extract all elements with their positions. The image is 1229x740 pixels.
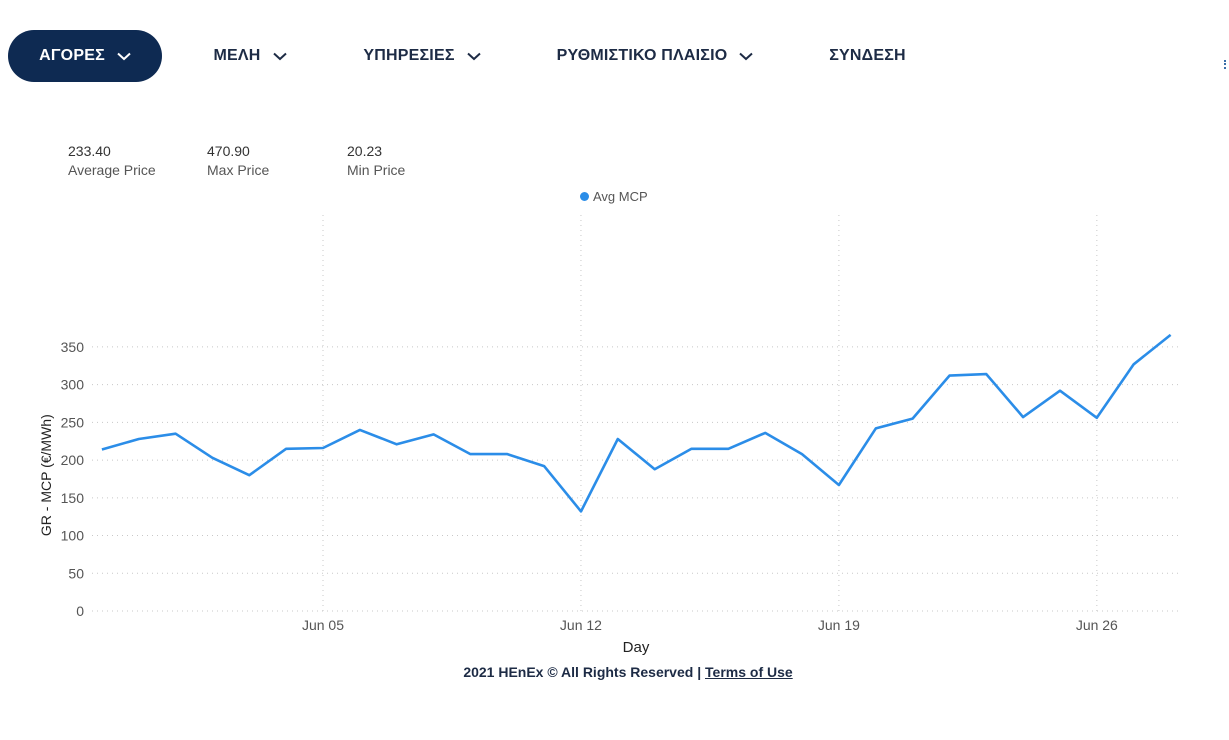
data-point (800, 452, 804, 456)
x-tick-label: Jun 12 (560, 617, 602, 633)
x-tick-label: Jun 19 (818, 617, 860, 633)
nav-item-label: ΡΥΘΜΙΣΤΙΚΟ ΠΛΑΙΣΙΟ (556, 47, 728, 64)
kpi-max-price: 470.90 Max Price (207, 142, 269, 180)
x-axis-title: Day (623, 639, 650, 656)
data-point (542, 464, 546, 468)
data-point (947, 374, 951, 378)
kpi-label: Max Price (207, 162, 270, 178)
legend-marker (580, 192, 589, 201)
data-point (837, 483, 841, 487)
data-point (1132, 362, 1136, 366)
data-point (247, 473, 251, 477)
kpi-value: 470.90 (207, 143, 250, 159)
y-tick-label: 300 (61, 377, 85, 393)
top-navigation: ΑΓΟΡΕΣ ΜΕΛΗ ΥΠΗΡΕΣΙΕΣ ΡΥΘΜΙΣΤΙΚΟ ΠΛΑΙΣΙΟ… (0, 0, 1229, 112)
kpi-min-price: 20.23 Min Price (347, 142, 405, 180)
data-point (432, 432, 436, 436)
kpi-value: 20.23 (347, 143, 383, 159)
page-footer: 2021 HEnEx © All Rights Reserved | Terms… (0, 664, 1229, 680)
data-point (1058, 389, 1062, 393)
data-point (1021, 415, 1025, 419)
kpi-average-price: 233.40 Average Price (68, 142, 156, 180)
x-tick-label: Jun 26 (1076, 617, 1118, 633)
data-point (874, 426, 878, 430)
y-tick-label: 250 (61, 414, 85, 430)
kpi-label: Average Price (68, 162, 156, 178)
nav-item-label: ΣΥΝΔΕΣΗ (829, 47, 906, 64)
chevron-down-icon (739, 52, 754, 61)
data-point (1095, 416, 1099, 420)
y-tick-label: 350 (61, 339, 85, 355)
data-point (284, 447, 288, 451)
y-tick-label: 50 (68, 565, 84, 581)
chevron-down-icon (117, 52, 131, 61)
data-point (1169, 333, 1173, 337)
data-point (358, 428, 362, 432)
data-point (505, 452, 509, 456)
data-point (174, 432, 178, 436)
y-tick-label: 100 (61, 528, 85, 544)
data-point (321, 446, 325, 450)
data-point (763, 431, 767, 435)
chart-legend[interactable]: Avg MCP (580, 189, 648, 204)
terms-of-use-link[interactable]: Terms of Use (705, 664, 793, 680)
data-point (911, 417, 915, 421)
nav-item-label: ΜΕΛΗ (213, 47, 261, 64)
data-point (579, 509, 583, 513)
data-point (210, 456, 214, 460)
kpi-label: Min Price (347, 162, 406, 178)
series-line-avg-mcp (101, 333, 1172, 513)
nav-item-meli[interactable]: ΜΕΛΗ (200, 30, 300, 82)
data-point (468, 452, 472, 456)
chevron-down-icon (466, 52, 481, 61)
y-tick-label: 200 (61, 452, 85, 468)
data-point (726, 447, 730, 451)
nav-item-label: ΥΠΗΡΕΣΙΕΣ (363, 47, 455, 64)
chevron-down-icon (272, 52, 287, 61)
edge-menu-icon[interactable] (1224, 60, 1229, 69)
y-tick-label: 150 (61, 490, 85, 506)
footer-copyright: 2021 HEnEx © All Rights Reserved | (463, 664, 702, 680)
nav-item-rythmistiko-plaisio[interactable]: ΡΥΘΜΙΣΤΙΚΟ ΠΛΑΙΣΙΟ (540, 30, 770, 82)
nav-item-label: ΑΓΟΡΕΣ (39, 47, 105, 64)
data-point (984, 372, 988, 376)
y-tick-label: 0 (76, 603, 84, 619)
x-tick-label: Jun 05 (302, 617, 344, 633)
data-point (395, 442, 399, 446)
nav-item-syndesi[interactable]: ΣΥΝΔΕΣΗ (815, 30, 920, 82)
data-point (137, 437, 141, 441)
data-point (653, 467, 657, 471)
nav-item-agores[interactable]: ΑΓΟΡΕΣ (8, 30, 162, 82)
nav-item-ypiresies[interactable]: ΥΠΗΡΕΣΙΕΣ (352, 30, 492, 82)
data-point (616, 437, 620, 441)
y-axis-title: GR - MCP (€/MWh) (38, 414, 54, 536)
legend-label: Avg MCP (593, 189, 648, 204)
data-point (100, 448, 104, 452)
kpi-value: 233.40 (68, 143, 111, 159)
data-point (690, 447, 694, 451)
mcp-line-chart: 0 50 100 150 200 250 300 350 Jun 05 Jun 12 Jun 19 J… (38, 215, 1182, 656)
